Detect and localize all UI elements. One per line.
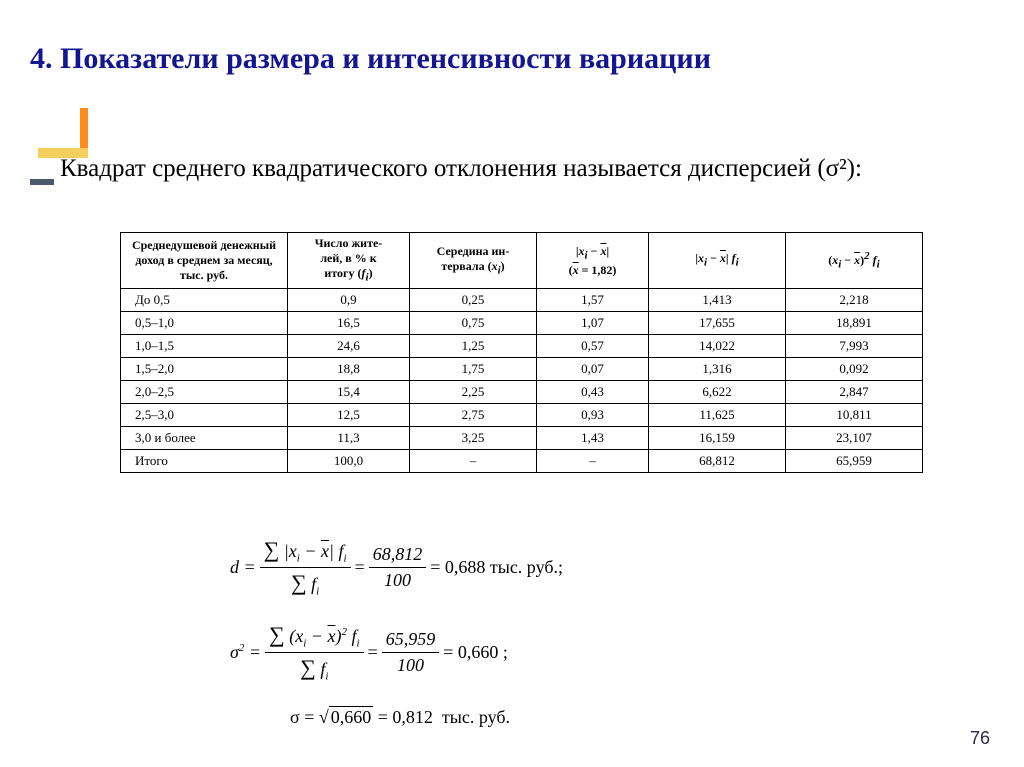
accent-bar-vertical xyxy=(80,108,88,148)
table-cell: 1,57 xyxy=(537,289,649,312)
table-cell: 1,5–2,0 xyxy=(121,358,288,381)
col-header: |xi − x| fi xyxy=(649,233,786,289)
table-row: 2,5–3,012,52,750,9311,62510,811 xyxy=(121,404,923,427)
table-cell: 2,0–2,5 xyxy=(121,381,288,404)
f2-rhs: = 0,660 ; xyxy=(443,640,508,665)
fraction: 65,959 100 xyxy=(382,627,440,678)
eq: = xyxy=(368,640,378,665)
table-cell: 18,891 xyxy=(786,312,923,335)
table-row: 1,5–2,018,81,750,071,3160,092 xyxy=(121,358,923,381)
table-cell: 6,622 xyxy=(649,381,786,404)
slide: 4. Показатели размера и интенсивности ва… xyxy=(0,0,1024,767)
formula-mean-deviation: d = ∑ |xi − x| fi ∑ fi = 68,812 100 = 0,… xyxy=(230,535,563,600)
fraction: ∑ (xi − x)2 fi ∑ fi xyxy=(265,620,363,685)
table-cell: 2,847 xyxy=(786,381,923,404)
table-cell: 0,43 xyxy=(537,381,649,404)
table-cell: 0,25 xyxy=(410,289,537,312)
table-cell: – xyxy=(537,450,649,473)
table-row: До 0,50,90,251,571,4132,218 xyxy=(121,289,923,312)
slide-number: 76 xyxy=(970,728,990,749)
table-cell: 0,9 xyxy=(288,289,410,312)
f3-text: σ = √0,660 = 0,812 тыс. руб. xyxy=(290,705,510,730)
table-cell: 2,25 xyxy=(410,381,537,404)
table-cell: 10,811 xyxy=(786,404,923,427)
table-row: 0,5–1,016,50,751,0717,65518,891 xyxy=(121,312,923,335)
table-row: 1,0–1,524,61,250,5714,0227,993 xyxy=(121,335,923,358)
table-body: До 0,50,90,251,571,4132,2180,5–1,016,50,… xyxy=(121,289,923,473)
fraction: ∑ |xi − x| fi ∑ fi xyxy=(260,535,351,600)
table-cell: 11,3 xyxy=(288,427,410,450)
table-cell: 0,57 xyxy=(537,335,649,358)
table-cell: 0,092 xyxy=(786,358,923,381)
body-paragraph: Квадрат среднего квадратического отклоне… xyxy=(60,152,964,186)
denominator: 100 xyxy=(393,653,428,678)
table-cell: 0,07 xyxy=(537,358,649,381)
table-cell: До 0,5 xyxy=(121,289,288,312)
accent-bar-gray xyxy=(30,179,54,185)
table-cell: 1,0–1,5 xyxy=(121,335,288,358)
table-cell: 2,75 xyxy=(410,404,537,427)
denominator: 100 xyxy=(380,568,415,593)
table-cell: 1,75 xyxy=(410,358,537,381)
table-row: 3,0 и более11,33,251,4316,15923,107 xyxy=(121,427,923,450)
slide-title: 4. Показатели размера и интенсивности ва… xyxy=(30,42,984,76)
col-header: Число жите-лей, в % китогу (fi) xyxy=(288,233,410,289)
table-cell: 15,4 xyxy=(288,381,410,404)
table-cell: Итого xyxy=(121,450,288,473)
formula-stddev: σ = √0,660 = 0,812 тыс. руб. xyxy=(290,705,563,730)
table-cell: 16,5 xyxy=(288,312,410,335)
table-cell: 16,159 xyxy=(649,427,786,450)
table-cell: 1,316 xyxy=(649,358,786,381)
table-cell: 100,0 xyxy=(288,450,410,473)
table-cell: 1,413 xyxy=(649,289,786,312)
table-cell: 1,43 xyxy=(537,427,649,450)
table-cell: – xyxy=(410,450,537,473)
table-cell: 23,107 xyxy=(786,427,923,450)
formulas-block: d = ∑ |xi − x| fi ∑ fi = 68,812 100 = 0,… xyxy=(230,535,563,750)
col-header: |xi − x|(x = 1,82) xyxy=(537,233,649,289)
fraction: 68,812 100 xyxy=(369,542,427,593)
data-table-wrap: Среднедушевой денежный доход в среднем з… xyxy=(120,232,923,473)
table-cell: 24,6 xyxy=(288,335,410,358)
variance-table: Среднедушевой денежный доход в среднем з… xyxy=(120,232,923,473)
col-header: (xi − x)2 fi xyxy=(786,233,923,289)
table-cell: 0,75 xyxy=(410,312,537,335)
numerator: 68,812 xyxy=(369,542,427,568)
table-row: 2,0–2,515,42,250,436,6222,847 xyxy=(121,381,923,404)
denominator: ∑ fi xyxy=(287,568,323,600)
table-cell: 12,5 xyxy=(288,404,410,427)
table-cell: 3,0 и более xyxy=(121,427,288,450)
table-cell: 17,655 xyxy=(649,312,786,335)
table-cell: 65,959 xyxy=(786,450,923,473)
eq: = xyxy=(355,555,365,580)
table-cell: 1,07 xyxy=(537,312,649,335)
col-header: Середина ин-тервала (xi) xyxy=(410,233,537,289)
table-cell: 11,625 xyxy=(649,404,786,427)
f1-lhs: d = xyxy=(230,555,256,580)
f2-lhs: σ2 = xyxy=(230,640,261,665)
table-cell: 1,25 xyxy=(410,335,537,358)
table-cell: 0,5–1,0 xyxy=(121,312,288,335)
denominator: ∑ fi xyxy=(296,653,332,685)
table-cell: 68,812 xyxy=(649,450,786,473)
numerator: 65,959 xyxy=(382,627,440,653)
formula-variance: σ2 = ∑ (xi − x)2 fi ∑ fi = 65,959 100 = … xyxy=(230,620,563,685)
table-row: Итого100,0––68,81265,959 xyxy=(121,450,923,473)
table-header-row: Среднедушевой денежный доход в среднем з… xyxy=(121,233,923,289)
table-cell: 2,218 xyxy=(786,289,923,312)
table-cell: 2,5–3,0 xyxy=(121,404,288,427)
numerator: ∑ (xi − x)2 fi xyxy=(265,620,363,653)
f1-rhs: = 0,688 тыс. руб.; xyxy=(430,555,563,580)
table-cell: 7,993 xyxy=(786,335,923,358)
numerator: ∑ |xi − x| fi xyxy=(260,535,351,568)
col-header: Среднедушевой денежный доход в среднем з… xyxy=(121,233,288,289)
table-cell: 18,8 xyxy=(288,358,410,381)
table-cell: 0,93 xyxy=(537,404,649,427)
table-cell: 3,25 xyxy=(410,427,537,450)
table-cell: 14,022 xyxy=(649,335,786,358)
